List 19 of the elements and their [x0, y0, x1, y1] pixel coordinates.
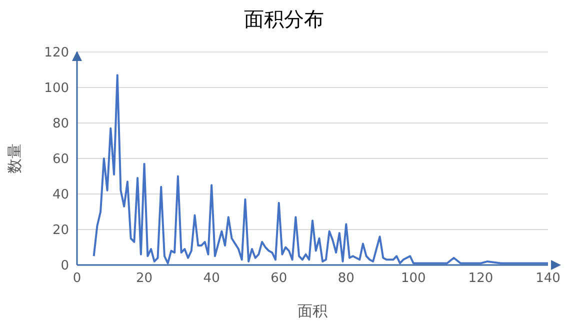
chart-title: 面积分布	[243, 6, 325, 33]
x-tick-label: 100	[401, 271, 426, 286]
x-tick-label: 0	[72, 271, 82, 286]
y-axis-title: 数量	[5, 144, 24, 174]
x-tick-label: 120	[468, 271, 494, 286]
x-tick-label: 20	[136, 271, 153, 286]
y-tick-label: 0	[60, 258, 69, 274]
y-tick-label: 80	[52, 116, 69, 132]
x-tick-label: 40	[203, 271, 220, 286]
y-tick-label: 20	[52, 223, 69, 238]
x-tick-label: 140	[536, 271, 560, 286]
x-tick-label: 80	[338, 271, 354, 286]
y-tick-label: 60	[52, 152, 69, 168]
y-tick-label: 40	[52, 188, 69, 203]
line-series	[92, 74, 548, 264]
y-tick-label: 120	[44, 46, 69, 61]
y-tick-label: 100	[44, 81, 69, 96]
x-axis-title: 面积	[298, 302, 328, 320]
x-tick-label: 60	[270, 271, 288, 286]
